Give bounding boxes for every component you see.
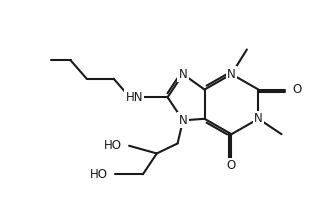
Text: O: O (227, 159, 236, 172)
Text: O: O (292, 83, 302, 96)
Text: N: N (227, 68, 236, 81)
Text: HO: HO (90, 168, 108, 181)
Text: HO: HO (104, 139, 122, 152)
Text: N: N (179, 68, 187, 81)
Text: HN: HN (125, 91, 143, 104)
Text: N: N (254, 112, 263, 125)
Text: N: N (179, 114, 187, 127)
